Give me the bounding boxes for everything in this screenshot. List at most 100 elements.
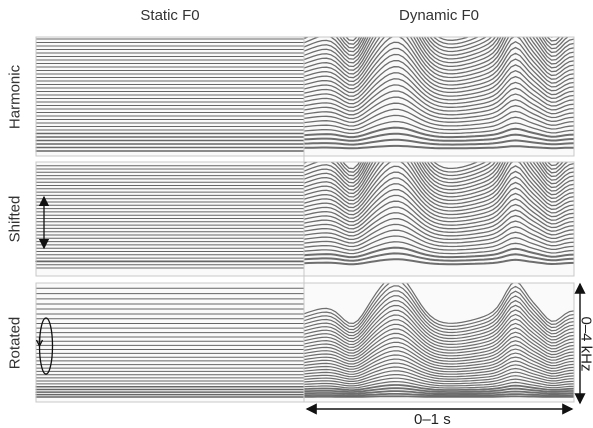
harmonic-contour <box>304 162 574 191</box>
harmonic-contour <box>304 177 574 216</box>
harmonic-contour <box>304 66 574 101</box>
harmonic-contour <box>304 323 574 354</box>
harmonic-contour <box>304 246 574 259</box>
harmonic-contour <box>304 370 574 382</box>
harmonic-contour <box>304 59 574 97</box>
harmonic-contour <box>304 53 574 94</box>
harmonic-contour <box>304 393 574 397</box>
harmonic-contour <box>304 120 574 135</box>
harmonic-contour <box>304 188 574 223</box>
harmonic-contour <box>304 37 574 83</box>
harmonic-contour <box>304 37 574 68</box>
harmonic-contour <box>304 290 574 334</box>
harmonic-contour <box>304 37 574 75</box>
harmonic-contour <box>304 206 574 234</box>
panel-shifted-static <box>35 162 305 276</box>
harmonic-contour <box>304 194 574 226</box>
panel-harmonic-static <box>35 37 305 156</box>
harmonic-contour <box>304 138 574 146</box>
panel-frame-rotated <box>35 282 575 403</box>
harmonic-contour <box>304 285 574 331</box>
harmonic-contour <box>304 37 569 53</box>
harmonic-contour <box>304 377 574 387</box>
freq-axis-label: 0–4 kHz <box>578 316 593 372</box>
harmonic-contour <box>304 328 574 357</box>
harmonic-contour <box>304 295 574 337</box>
harmonic-contour <box>304 162 574 195</box>
harmonic-contour <box>304 362 574 378</box>
harmonic-contour <box>304 162 569 177</box>
harmonic-contour <box>304 283 574 325</box>
harmonic-contour <box>304 78 574 109</box>
harmonic-contour <box>304 337 574 362</box>
harmonic-contour <box>304 162 574 180</box>
harmonic-contour <box>304 387 574 393</box>
harmonic-contour <box>304 171 574 212</box>
harmonic-contour <box>304 165 574 209</box>
harmonic-contour <box>304 90 574 116</box>
harmonic-contour <box>304 223 574 244</box>
harmonic-contour <box>304 37 574 60</box>
harmonic-contour <box>304 332 574 360</box>
harmonic-contour <box>304 162 574 187</box>
harmonic-contour <box>304 72 574 105</box>
harmonic-contour <box>304 390 574 395</box>
harmonic-contour <box>304 200 574 230</box>
panel-harmonic-dynamic <box>304 37 574 156</box>
harmonic-contour <box>304 258 574 266</box>
harmonic-contour <box>304 319 574 351</box>
harmonic-contour <box>304 114 574 131</box>
rotate-arrow-icon <box>35 317 54 375</box>
harmonic-contour <box>304 144 574 150</box>
harmonic-contour <box>304 341 574 365</box>
harmonic-contour <box>304 126 574 139</box>
harmonic-contour <box>304 358 574 375</box>
column-header-dynamic: Dynamic F0 <box>398 7 480 24</box>
harmonic-contour <box>304 132 574 142</box>
harmonic-contour <box>304 162 574 202</box>
harmonic-contour <box>304 235 574 251</box>
panel-rotated-static <box>35 283 305 402</box>
harmonic-contour <box>304 252 574 262</box>
column-header-static: Static F0 <box>140 7 200 24</box>
harmonic-contour <box>304 283 574 328</box>
harmonic-contour <box>304 345 574 368</box>
harmonic-contour <box>304 229 574 248</box>
harmonic-contour <box>304 314 574 349</box>
harmonic-contour <box>304 41 574 86</box>
freq-axis-label-wrap: 0–4 kHz <box>578 285 593 403</box>
harmonic-contour <box>342 37 561 45</box>
harmonic-contour <box>304 96 574 120</box>
harmonic-contour <box>342 162 561 170</box>
panel-frame-shifted <box>35 161 575 277</box>
harmonic-contour <box>304 108 574 127</box>
harmonic-contour <box>304 299 574 340</box>
harmonic-contour <box>304 212 574 237</box>
harmonic-contour <box>304 380 574 389</box>
harmonic-contour <box>304 37 574 64</box>
harmonic-contour <box>304 162 574 205</box>
harmonic-contour <box>304 350 574 370</box>
harmonic-contour <box>304 162 574 198</box>
time-axis-label: 0–1 s <box>414 411 451 428</box>
harmonic-contour <box>304 354 574 373</box>
harmonic-contour <box>304 374 574 385</box>
harmonic-contour <box>304 37 574 57</box>
harmonic-contour <box>304 102 574 123</box>
harmonic-contour <box>304 37 574 71</box>
panel-rotated-dynamic <box>304 283 574 402</box>
harmonic-contour <box>304 304 574 343</box>
harmonic-contour <box>304 217 574 241</box>
harmonic-contour <box>345 37 557 42</box>
panel-frame-harmonic <box>35 36 575 157</box>
harmonic-contour <box>304 37 574 79</box>
harmonic-contour <box>304 384 574 392</box>
harmonic-contour <box>304 84 574 112</box>
harmonic-contour <box>339 162 564 173</box>
harmonic-contour <box>304 241 574 255</box>
harmonic-contour <box>304 162 574 184</box>
harmonic-contour <box>304 47 574 90</box>
harmonic-contour <box>304 366 574 380</box>
